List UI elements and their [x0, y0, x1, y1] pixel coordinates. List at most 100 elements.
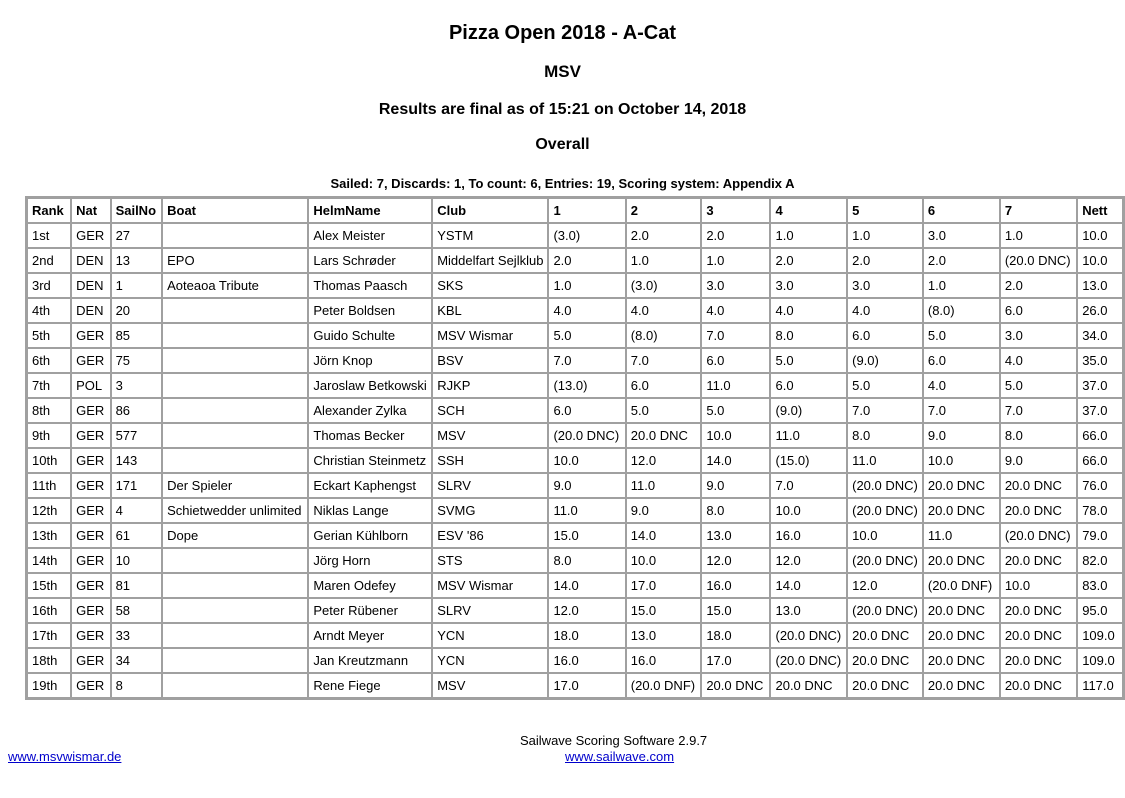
cell-race-6: 10.0 [922, 448, 1000, 473]
cell-helmname: Alex Meister [308, 223, 433, 248]
table-row: 16th GER 58 Peter Rübener SLRV 12.0 15.0 15.0 13… [27, 598, 1123, 623]
cell-nett: 34.0 [1077, 323, 1123, 348]
club-website-link[interactable]: www.msvwismar.de [8, 749, 122, 764]
cell-race-6: 4.0 [922, 373, 1000, 398]
cell-nett: 79.0 [1077, 523, 1123, 548]
cell-race-2: 4.0 [625, 298, 702, 323]
cell-race-4: 5.0 [770, 348, 848, 373]
cell-boat [162, 298, 309, 323]
cell-sailno: 171 [110, 473, 163, 498]
cell-race-3: 11.0 [701, 373, 771, 398]
cell-race-1: (13.0) [548, 373, 626, 398]
cell-nat: GER [71, 473, 111, 498]
cell-sailno: 34 [110, 648, 163, 673]
cell-race-4: 3.0 [770, 273, 848, 298]
cell-race-7: 20.0 DNC [999, 648, 1078, 673]
cell-sailno: 86 [110, 398, 163, 423]
cell-sailno: 61 [110, 523, 163, 548]
cell-boat [162, 673, 309, 698]
cell-race-6: 11.0 [922, 523, 1000, 548]
table-row: 12th GER 4 Schietwedder unlimited Niklas Lan… [27, 498, 1123, 523]
cell-nat: GER [71, 648, 111, 673]
table-row: 4th DEN 20 Peter Boldsen KBL 4.0 4.0 4.0 4.0 4.0(… [27, 298, 1123, 323]
cell-race-3: 6.0 [701, 348, 771, 373]
cell-helmname: Rene Fiege [308, 673, 433, 698]
column-header-race-7: 7 [999, 198, 1078, 223]
cell-race-7: 20.0 DNC [999, 623, 1078, 648]
cell-club: SKS [432, 273, 549, 298]
cell-race-6: 20.0 DNC [922, 473, 1000, 498]
cell-nat: GER [71, 448, 111, 473]
page-subtitle: MSV [544, 62, 581, 81]
cell-nett: 26.0 [1077, 298, 1123, 323]
cell-race-6: 2.0 [922, 248, 1000, 273]
cell-race-3: 8.0 [701, 498, 771, 523]
cell-nat: GER [71, 673, 111, 698]
column-header-race-6: 6 [922, 198, 1000, 223]
cell-race-3: 10.0 [701, 423, 771, 448]
cell-race-7: 9.0 [999, 448, 1078, 473]
cell-race-3: 1.0 [701, 248, 771, 273]
cell-sailno: 81 [110, 573, 163, 598]
cell-race-4: 7.0 [770, 473, 848, 498]
column-header-race-1: 1 [548, 198, 626, 223]
cell-nett: 83.0 [1077, 573, 1123, 598]
cell-race-4: (20.0 DNC) [770, 623, 848, 648]
cell-boat [162, 548, 309, 573]
cell-race-7: 5.0 [999, 373, 1078, 398]
column-header-nat: Nat [71, 198, 111, 223]
cell-race-6: 5.0 [922, 323, 1000, 348]
cell-race-7: 10.0 [999, 573, 1078, 598]
cell-nett: 109.0 [1077, 623, 1123, 648]
sailwave-website-link[interactable]: www.sailwave.com [565, 749, 675, 764]
cell-race-3: 17.0 [701, 648, 771, 673]
cell-race-6: 1.0 [922, 273, 1000, 298]
cell-race-3: 5.0 [701, 398, 771, 423]
cell-race-2: 10.0 [625, 548, 702, 573]
cell-nat: GER [71, 523, 111, 548]
cell-helmname: Gerian Kühlborn [308, 523, 433, 548]
cell-club: SLRV [432, 473, 549, 498]
cell-race-4: 2.0 [770, 248, 848, 273]
cell-helmname: Maren Odefey [308, 573, 433, 598]
cell-race-6: (8.0) [922, 298, 1000, 323]
cell-race-3: 2.0 [701, 223, 771, 248]
cell-rank: 11th [27, 473, 72, 498]
cell-race-1: 17.0 [548, 673, 626, 698]
cell-rank: 12th [27, 498, 72, 523]
cell-race-6: 20.0 DNC [922, 598, 1000, 623]
table-row: 1st GER 27 Alex Meister YSTM (3.0) 2.0 2.0 1.0 1.… [27, 223, 1123, 248]
cell-boat [162, 348, 309, 373]
cell-race-4: 20.0 DNC [770, 673, 848, 698]
cell-rank: 9th [27, 423, 72, 448]
table-header-row: Rank Nat SailNo Boat HelmName Club 1 2 3 4 5 6 7 Nett [27, 198, 1123, 223]
cell-race-6: (20.0 DNF) [922, 573, 1000, 598]
cell-race-6: 20.0 DNC [922, 673, 1000, 698]
cell-race-4: 14.0 [770, 573, 848, 598]
cell-race-4: 1.0 [770, 223, 848, 248]
cell-rank: 7th [27, 373, 72, 398]
cell-rank: 18th [27, 648, 72, 673]
cell-club: SLRV [432, 598, 549, 623]
cell-club: SCH [432, 398, 549, 423]
cell-nett: 95.0 [1077, 598, 1123, 623]
cell-race-5: 2.0 [847, 248, 923, 273]
cell-race-6: 9.0 [922, 423, 1000, 448]
cell-nat: POL [71, 373, 111, 398]
cell-race-2: 2.0 [625, 223, 702, 248]
cell-race-1: 4.0 [548, 298, 626, 323]
cell-race-1: 11.0 [548, 498, 626, 523]
cell-race-7: 3.0 [999, 323, 1078, 348]
column-header-race-3: 3 [701, 198, 771, 223]
cell-nat: DEN [71, 273, 111, 298]
cell-club: YCN [432, 648, 549, 673]
cell-nat: GER [71, 348, 111, 373]
cell-nat: GER [71, 398, 111, 423]
cell-nett: 66.0 [1077, 423, 1123, 448]
table-row: 2nd DEN 13 EPO Lars Schrøder Middelfart Sejlk… [27, 248, 1123, 273]
table-row: 15th GER 81 Maren Odefey MSV Wismar 14.0 17.0 1… [27, 573, 1123, 598]
cell-race-4: 4.0 [770, 298, 848, 323]
column-header-rank: Rank [27, 198, 72, 223]
cell-race-3: 9.0 [701, 473, 771, 498]
cell-rank: 10th [27, 448, 72, 473]
